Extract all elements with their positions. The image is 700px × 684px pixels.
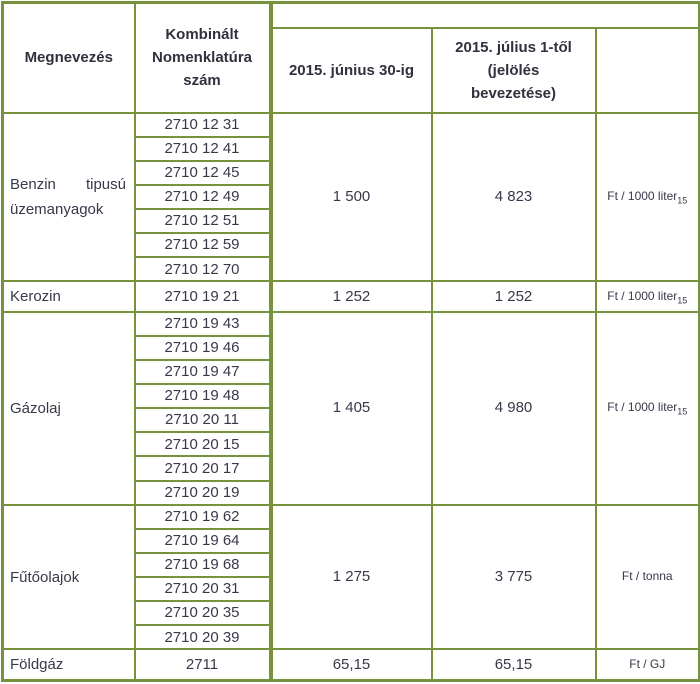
header-rate-from: 2015. július 1-től (jelölés bevezetése) xyxy=(430,27,597,114)
table-row: Benzin tipusú üzemanyagok 2710 12 31 1 500… xyxy=(1,111,700,283)
header-kn-szam-label: Kombinált Nomenklatúra szám xyxy=(151,26,253,90)
cn-code: 2710 19 46 xyxy=(133,334,272,361)
header-spacer xyxy=(268,1,700,30)
header-row-top: Megnevezés Kombinált Nomenklatúra szám xyxy=(1,1,700,114)
product-name-label: Fűtőolajok xyxy=(10,568,80,586)
table-row: 2710 19 47 xyxy=(3,358,700,386)
table-row: Fűtőolajok 2710 19 62 1 275 3 775 Ft / tonna xyxy=(1,503,700,651)
rate-unit: Ft / 1000 liter15 xyxy=(594,111,700,283)
table-row: 2710 19 68 xyxy=(3,551,700,579)
table-row: 2710 12 51 xyxy=(3,207,700,235)
header-row-main: 2015. június 30-ig 2015. július 1-től (j… xyxy=(3,27,700,114)
table-row: 2710 12 70 xyxy=(3,256,700,283)
rate-unit: Ft / GJ xyxy=(594,648,700,682)
product-name-label: Kerozin xyxy=(10,288,61,306)
rate-from: 3 775 xyxy=(430,503,597,651)
cn-code: 2711 xyxy=(133,648,272,682)
cn-code: 2710 20 35 xyxy=(133,600,272,627)
table-row: Kerozin 2710 19 21 1 252 1 252 Ft / 1000 lit… xyxy=(1,280,700,313)
cn-code: 2710 12 45 xyxy=(133,159,272,186)
product-name: Gázolaj xyxy=(1,310,136,506)
cn-code: 2710 19 64 xyxy=(133,527,272,554)
cn-code: 2710 19 68 xyxy=(133,551,272,579)
cn-code: 2710 12 51 xyxy=(133,207,272,235)
cn-code: 2710 19 43 xyxy=(133,310,272,337)
rate-unit: Ft / tonna xyxy=(594,503,700,651)
product-name: Benzin tipusú üzemanyagok xyxy=(1,111,136,283)
table-row: 2710 20 35 xyxy=(3,600,700,627)
table-header: Megnevezés Kombinált Nomenklatúra szám 2… xyxy=(1,1,700,114)
cn-code: 2710 20 15 xyxy=(133,431,272,458)
table-row: 2710 12 41 xyxy=(3,135,700,162)
cn-code: 2710 12 49 xyxy=(133,183,272,211)
unit-subscript: 15 xyxy=(677,295,688,306)
table-row: 2710 20 11 xyxy=(3,407,700,434)
table-row: 2710 20 17 xyxy=(3,455,700,482)
cn-code: 2710 12 41 xyxy=(133,135,272,162)
unit-subscript: 15 xyxy=(677,406,688,417)
unit-subscript: 15 xyxy=(677,195,688,206)
rate-until: 1 252 xyxy=(268,280,433,313)
cn-code: 2710 19 48 xyxy=(133,383,272,410)
header-kn-szam: Kombinált Nomenklatúra szám xyxy=(133,1,272,114)
rate-until: 1 405 xyxy=(268,310,433,506)
rate-unit: Ft / 1000 liter15 xyxy=(594,310,700,506)
table-row: 2710 20 15 xyxy=(3,431,700,458)
cn-code: 2710 20 39 xyxy=(133,624,272,651)
table-row: 2710 19 48 xyxy=(3,383,700,410)
header-megnevezes: Megnevezés xyxy=(1,1,136,114)
header-rate-from-label: 2015. július 1-től (jelölés bevezetése) xyxy=(455,38,572,102)
cn-code: 2710 20 11 xyxy=(133,407,272,434)
cn-code: 2710 12 70 xyxy=(133,256,272,283)
cn-code: 2710 19 47 xyxy=(133,358,272,386)
cn-code: 2710 20 19 xyxy=(133,479,272,506)
product-name-label: Gázolaj xyxy=(10,399,61,417)
cn-code: 2710 20 17 xyxy=(133,455,272,482)
rate-from: 1 252 xyxy=(430,280,597,313)
rate-until: 65,15 xyxy=(268,648,433,682)
rate-from: 4 980 xyxy=(430,310,597,506)
cn-code: 2710 20 31 xyxy=(133,576,272,603)
product-name-label: Benzin tipusú üzemanyagok xyxy=(10,175,126,218)
rate-from: 65,15 xyxy=(430,648,597,682)
product-name: Kerozin xyxy=(1,280,136,313)
header-rate-until: 2015. június 30-ig xyxy=(268,27,433,114)
table-row: 2710 12 59 xyxy=(3,232,700,259)
rate-from: 4 823 xyxy=(430,111,597,283)
table-row: 2710 20 39 xyxy=(3,624,700,651)
product-name-label: Földgáz xyxy=(10,656,64,674)
rate-until: 1 500 xyxy=(268,111,433,283)
cn-code: 2710 12 31 xyxy=(133,111,272,138)
table-row: 2710 12 49 xyxy=(3,183,700,211)
table-row: 2710 12 45 xyxy=(3,159,700,186)
cn-code: 2710 12 59 xyxy=(133,232,272,259)
product-name: Földgáz xyxy=(1,648,136,682)
rate-until: 1 275 xyxy=(268,503,433,651)
table-row: Gázolaj 2710 19 43 1 405 4 980 Ft / 1000 lit… xyxy=(1,310,700,506)
table-row: Földgáz 2711 65,15 65,15 Ft / GJ xyxy=(1,648,700,682)
header-unit xyxy=(594,27,700,114)
cn-code: 2710 19 21 xyxy=(133,280,272,313)
table-row: 2710 19 64 xyxy=(3,527,700,554)
table-row: 2710 20 19 xyxy=(3,479,700,506)
table-body: Benzin tipusú üzemanyagok 2710 12 31 1 500… xyxy=(1,111,700,682)
rate-unit: Ft / 1000 liter15 xyxy=(594,280,700,313)
cn-code: 2710 19 62 xyxy=(133,503,272,530)
product-name: Fűtőolajok xyxy=(1,503,136,651)
table-row: 2710 19 46 xyxy=(3,334,700,361)
table-row: 2710 20 31 xyxy=(3,576,700,603)
